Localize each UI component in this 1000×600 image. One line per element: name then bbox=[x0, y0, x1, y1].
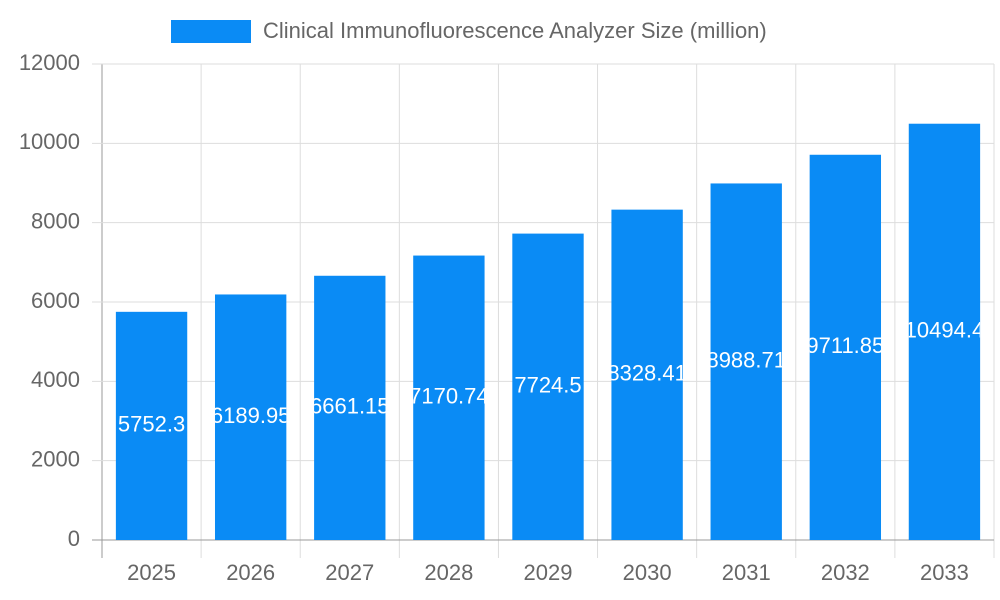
y-tick-label: 10000 bbox=[19, 129, 80, 154]
bar bbox=[214, 294, 287, 540]
bar bbox=[512, 233, 584, 540]
data-label: 7724.5 bbox=[514, 373, 581, 398]
x-tick-label: 2031 bbox=[722, 560, 771, 585]
y-tick-label: 12000 bbox=[19, 50, 80, 75]
x-tick-label: 2030 bbox=[623, 560, 672, 585]
x-tick-label: 2026 bbox=[226, 560, 275, 585]
bar bbox=[611, 209, 683, 540]
y-tick-label: 2000 bbox=[31, 446, 80, 471]
data-label: 8988.71 bbox=[706, 348, 786, 373]
x-tick-label: 2028 bbox=[424, 560, 473, 585]
y-tick-label: 6000 bbox=[31, 288, 80, 313]
bar bbox=[115, 311, 188, 540]
legend-label[interactable]: Clinical Immunofluorescence Analyzer Siz… bbox=[263, 18, 767, 43]
data-label: 9711.85 bbox=[806, 333, 884, 358]
bar bbox=[809, 154, 882, 540]
data-label: 10494.4 bbox=[905, 318, 985, 343]
data-label: 6661.15 bbox=[310, 394, 390, 419]
x-tick-label: 2029 bbox=[524, 560, 573, 585]
y-tick-label: 0 bbox=[68, 526, 80, 551]
data-label: 6189.95 bbox=[211, 403, 291, 428]
x-tick-label: 2033 bbox=[920, 560, 969, 585]
y-tick-label: 8000 bbox=[31, 208, 80, 233]
bar bbox=[710, 183, 782, 541]
y-tick-label: 4000 bbox=[31, 367, 80, 392]
bar bbox=[314, 275, 386, 540]
x-tick-label: 2032 bbox=[821, 560, 870, 585]
legend-swatch[interactable] bbox=[171, 20, 251, 43]
x-tick-label: 2027 bbox=[325, 560, 374, 585]
bar bbox=[908, 123, 981, 540]
bar bbox=[413, 255, 485, 540]
data-label: 7170.74 bbox=[409, 384, 489, 409]
data-label: 5752.3 bbox=[118, 412, 185, 437]
data-label: 8328.41 bbox=[607, 361, 687, 386]
x-tick-label: 2025 bbox=[127, 560, 176, 585]
